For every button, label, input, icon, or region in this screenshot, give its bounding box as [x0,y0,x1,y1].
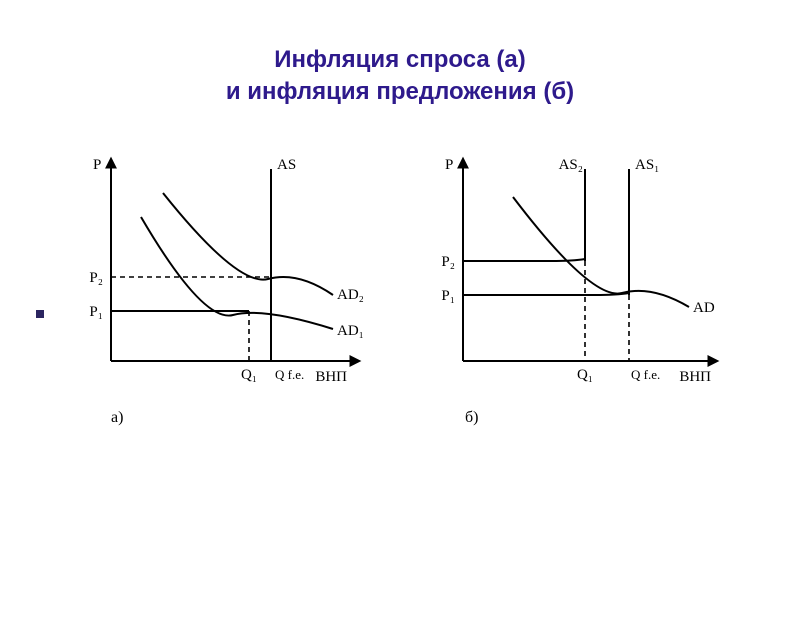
svg-text:AD₂: AD₂ [337,287,364,303]
title-line-2: и инфляция предложения (б) [226,78,574,105]
svg-text:P₁: P₁ [441,288,455,304]
svg-text:Q₁: Q₁ [241,367,257,383]
chart-a-caption: а) [111,409,123,427]
svg-text:P: P [93,157,101,173]
svg-text:AS: AS [277,157,296,173]
chart-a-wrap: P ВНП AS AD₁ AD₂ P₁ P₂ Q₁ Q f.e. а) [63,145,383,427]
slide-bullet [36,310,44,318]
svg-text:P₂: P₂ [89,270,103,286]
chart-a: P ВНП AS AD₁ AD₂ P₁ P₂ Q₁ Q f.e. [63,145,383,405]
svg-text:Q f.e.: Q f.e. [631,367,660,382]
svg-text:AS₂: AS₂ [559,157,583,173]
charts-row: P ВНП AS AD₁ AD₂ P₁ P₂ Q₁ Q f.e. а) P ВНП AS₁ AS₂ AD… [0,145,800,427]
svg-text:ВНП: ВНП [679,369,711,385]
svg-text:ВНП: ВНП [315,369,347,385]
chart-b: P ВНП AS₁ AS₂ AD P₁ P₂ Q₁ Q f.e. [417,145,737,405]
svg-text:P: P [445,157,453,173]
slide-title: Инфляция спроса (а) и инфляция предложен… [0,44,800,109]
svg-text:AD: AD [693,300,715,316]
chart-b-wrap: P ВНП AS₁ AS₂ AD P₁ P₂ Q₁ Q f.e. б) [417,145,737,427]
svg-text:AD₁: AD₁ [337,323,364,339]
svg-text:Q₁: Q₁ [577,367,593,383]
title-line-1: Инфляция спроса (а) [274,46,525,73]
svg-text:Q f.e.: Q f.e. [275,367,304,382]
chart-b-caption: б) [465,409,478,427]
svg-text:AS₁: AS₁ [635,157,659,173]
svg-text:P₁: P₁ [89,304,103,320]
svg-text:P₂: P₂ [441,254,455,270]
